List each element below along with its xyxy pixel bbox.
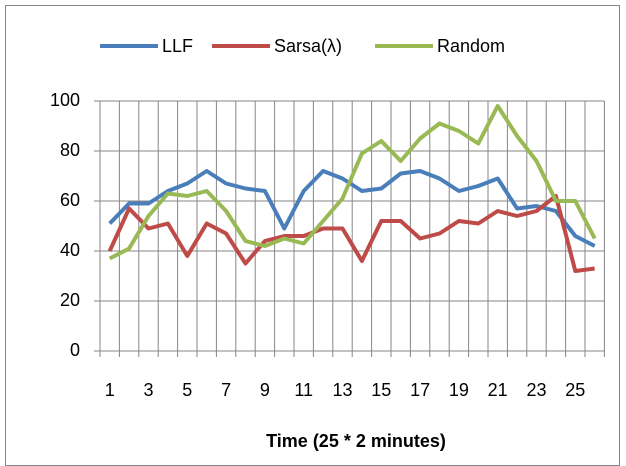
series-line xyxy=(107,194,595,273)
x-tick-label: 17 xyxy=(410,380,430,400)
x-tick-label: 21 xyxy=(488,380,508,400)
x-tick-label: 9 xyxy=(260,380,270,400)
x-tick-label: 11 xyxy=(294,380,313,400)
y-tick-label: 20 xyxy=(60,290,80,310)
y-tick-label: 0 xyxy=(70,340,80,360)
x-tick-label: 1 xyxy=(105,380,115,400)
legend-label: Random xyxy=(437,36,505,56)
y-tick-label: 100 xyxy=(50,90,80,110)
x-tick-label: 19 xyxy=(449,380,469,400)
y-tick-label: 60 xyxy=(60,190,80,210)
legend-label: LLF xyxy=(162,36,193,56)
legend-label: Sarsa(λ) xyxy=(274,36,342,56)
series-line xyxy=(108,104,597,261)
y-tick-label: 80 xyxy=(60,140,80,160)
x-tick-label: 23 xyxy=(526,380,546,400)
y-tick-label: 40 xyxy=(60,240,80,260)
series-line xyxy=(108,169,596,248)
x-axis-title: Time (25 * 2 minutes) xyxy=(266,431,446,451)
x-tick-label: 13 xyxy=(332,380,352,400)
x-tick-label: 3 xyxy=(143,380,153,400)
x-tick-label: 5 xyxy=(182,380,192,400)
x-tick-label: 25 xyxy=(565,380,585,400)
x-tick-label: 7 xyxy=(221,380,231,400)
x-tick-label: 15 xyxy=(371,380,391,400)
